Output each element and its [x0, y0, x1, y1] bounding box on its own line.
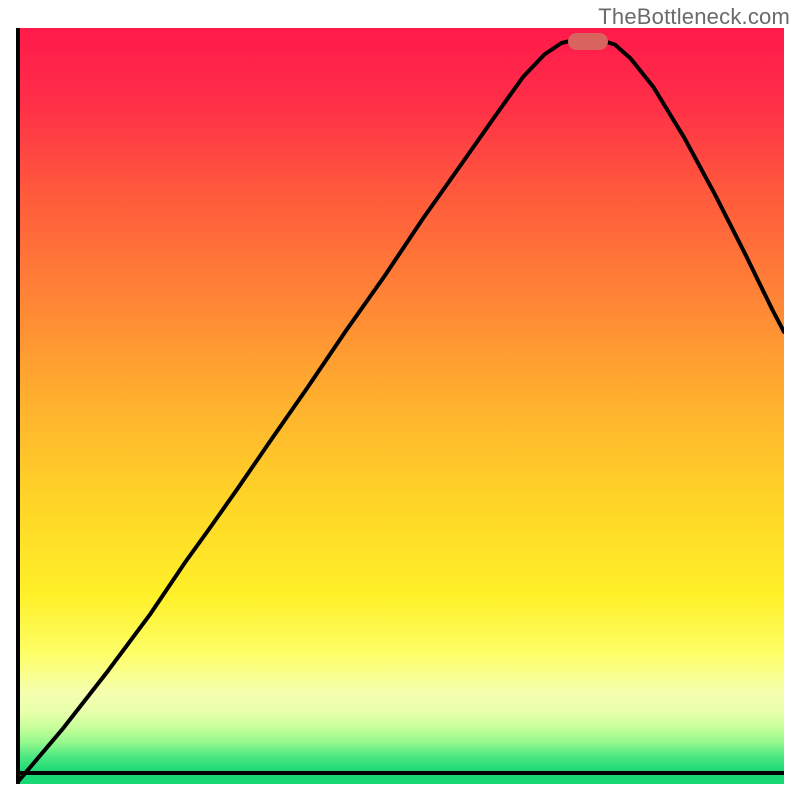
plot-area [16, 28, 784, 784]
bottleneck-curve [16, 28, 784, 784]
bottleneck-chart: TheBottleneck.com [0, 0, 800, 800]
curve-path [16, 39, 784, 784]
optimal-marker [568, 33, 608, 50]
watermark-text: TheBottleneck.com [598, 4, 790, 30]
